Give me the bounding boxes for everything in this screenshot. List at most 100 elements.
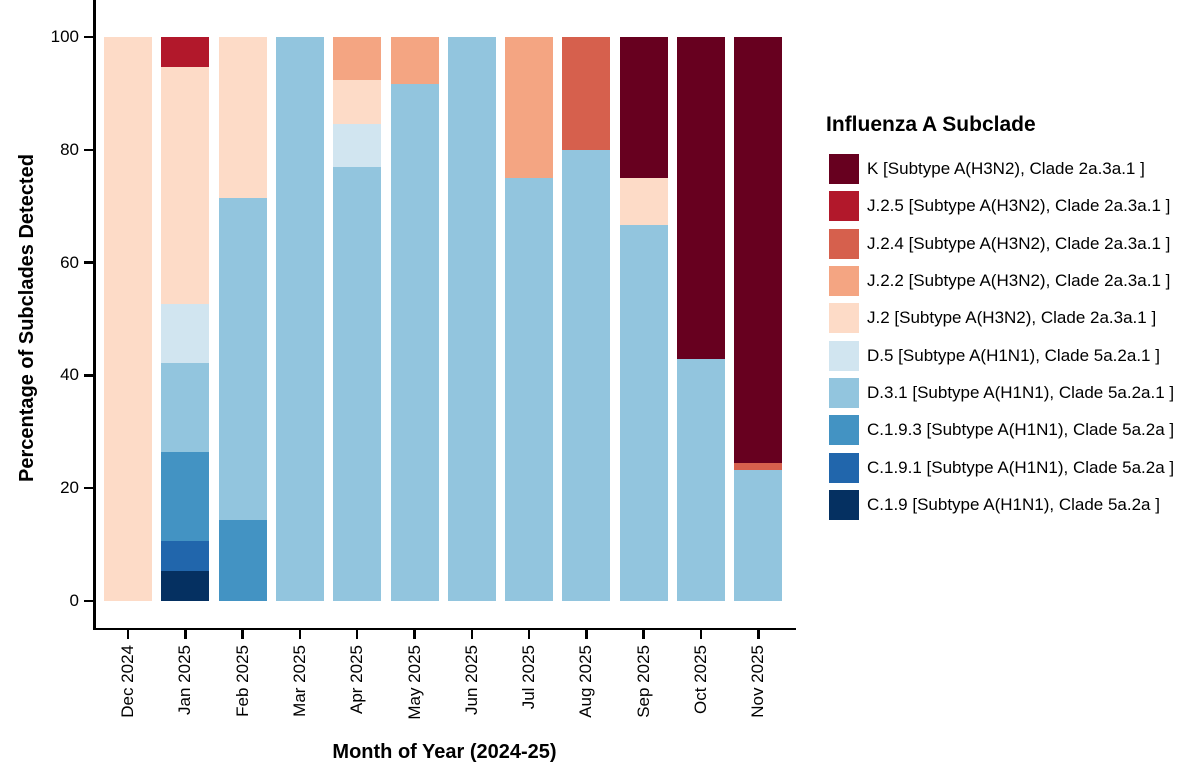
bar-segment-D.3.1: [218, 198, 267, 521]
y-tick-mark: [84, 261, 93, 264]
x-tick-label: Sep 2025: [633, 645, 653, 718]
y-tick-mark: [84, 599, 93, 603]
bar-segment-D.3.1: [161, 363, 210, 453]
x-axis-line: [93, 627, 796, 630]
bar-segment-J.2: [218, 37, 267, 199]
x-axis-title: Month of Year (2024-25): [332, 741, 557, 763]
bar-nov-2025: [734, 37, 783, 601]
legend-swatch-J.2.2: [829, 266, 859, 297]
legend-swatch-D.3.1: [829, 378, 859, 409]
legend-label-J.2.5: J.2.5 [Subtype A(H3N2), Clade 2a.3a.1 ]: [867, 196, 1171, 216]
bar-segment-C.1.9: [161, 571, 210, 601]
bar-jun-2025: [447, 37, 496, 601]
y-tick-mark: [84, 374, 93, 377]
legend-swatch-J.2.5: [829, 191, 859, 222]
y-tick-label: 20: [60, 478, 79, 498]
bar-segment-D.3.1: [447, 37, 496, 601]
bar-segment-D.3.1: [619, 224, 668, 601]
bar-jan-2025: [161, 37, 210, 601]
bar-segment-J.2.2: [505, 37, 554, 178]
legend-swatch-C.1.9.1: [829, 452, 859, 483]
legend-swatch-C.1.9.3: [829, 415, 859, 446]
bar-segment-J.2.2: [333, 37, 382, 81]
y-tick-mark: [84, 486, 93, 490]
bar-segment-D.3.1: [562, 149, 611, 601]
bar-feb-2025: [218, 37, 267, 601]
x-tick-mark: [470, 630, 474, 639]
bar-segment-C.1.9.1: [161, 541, 210, 572]
legend-title: Influenza A Subclade: [826, 113, 1036, 136]
bar-segment-K: [677, 37, 725, 360]
legend-swatch-J.2.4: [829, 228, 859, 259]
legend-label-C.1.9: C.1.9 [Subtype A(H1N1), Clade 5a.2a ]: [867, 495, 1160, 515]
legend-swatch-D.5: [829, 340, 859, 371]
bar-segment-D.3.1: [275, 37, 324, 601]
bar-segment-K: [619, 37, 668, 178]
legend-label-J.2.4: J.2.4 [Subtype A(H3N2), Clade 2a.3a.1 ]: [867, 233, 1171, 253]
x-tick-label: Feb 2025: [232, 645, 252, 717]
x-tick-mark: [126, 630, 130, 639]
bar-segment-J.2.5: [161, 37, 210, 67]
x-tick-label: Aug 2025: [576, 645, 596, 718]
y-axis-line: [93, 0, 96, 630]
legend-label-D.5: D.5 [Subtype A(H1N1), Clade 5a.2a.1 ]: [867, 345, 1160, 365]
bar-jul-2025: [505, 37, 554, 601]
bar-dec-2024: [104, 37, 152, 601]
legend-label-J.2: J.2 [Subtype A(H3N2), Clade 2a.3a.1 ]: [867, 308, 1157, 328]
bar-segment-J.2: [333, 80, 382, 124]
legend-label-C.1.9.1: C.1.9.1 [Subtype A(H1N1), Clade 5a.2a ]: [867, 457, 1175, 477]
y-tick-label: 80: [60, 139, 79, 159]
x-tick-mark: [184, 630, 187, 639]
bar-segment-C.1.9.3: [218, 520, 267, 601]
bar-segment-D.5: [161, 303, 210, 363]
legend-swatch-K: [829, 154, 859, 184]
bar-oct-2025: [677, 37, 725, 601]
x-tick-label: Apr 2025: [347, 645, 367, 714]
x-tick-label: Nov 2025: [748, 645, 768, 718]
x-tick-mark: [757, 630, 760, 639]
legend-swatch-J.2: [829, 303, 859, 334]
y-tick-label: 40: [60, 365, 79, 385]
x-tick-label: Oct 2025: [691, 645, 710, 714]
bar-segment-D.3.1: [677, 359, 725, 601]
bar-apr-2025: [333, 37, 382, 601]
legend-label-K: K [Subtype A(H3N2), Clade 2a.3a.1 ]: [867, 159, 1145, 178]
bar-segment-J.2.2: [390, 37, 439, 84]
x-tick-label: May 2025: [404, 645, 424, 720]
y-tick-label: 60: [60, 252, 79, 272]
x-tick-label: Jun 2025: [461, 645, 481, 715]
x-tick-mark: [585, 630, 588, 639]
bar-segment-D.3.1: [505, 178, 554, 601]
bar-sep-2025: [619, 37, 668, 601]
x-tick-label: Dec 2024: [118, 645, 137, 718]
bar-mar-2025: [275, 37, 324, 601]
x-tick-mark: [355, 630, 359, 639]
x-tick-mark: [413, 630, 416, 639]
x-tick-label: Mar 2025: [289, 645, 309, 717]
bar-segment-J.2: [161, 66, 210, 304]
y-tick-label: 0: [69, 591, 79, 610]
bar-segment-D.3.1: [734, 469, 783, 601]
legend-label-J.2.2: J.2.2 [Subtype A(H3N2), Clade 2a.3a.1 ]: [867, 271, 1171, 291]
legend-label-D.3.1: D.3.1 [Subtype A(H1N1), Clade 5a.2a.1 ]: [867, 383, 1175, 403]
x-tick-mark: [298, 630, 302, 639]
x-tick-label: Jul 2025: [519, 645, 539, 710]
bar-segment-J.2: [619, 178, 668, 225]
x-tick-mark: [699, 630, 703, 639]
x-tick-mark: [642, 630, 645, 639]
bar-may-2025: [390, 37, 439, 601]
bar-aug-2025: [562, 37, 611, 601]
bar-segment-D.3.1: [333, 167, 382, 601]
bar-segment-K: [734, 37, 783, 463]
bar-segment-J.2.4: [734, 462, 783, 470]
y-tick-mark: [84, 35, 93, 39]
x-tick-mark: [241, 630, 244, 639]
y-tick-mark: [84, 148, 93, 152]
legend-label-C.1.9.3: C.1.9.3 [Subtype A(H1N1), Clade 5a.2a ]: [867, 420, 1175, 440]
bar-segment-C.1.9.3: [161, 452, 210, 542]
x-tick-label: Jan 2025: [175, 645, 195, 715]
bar-segment-J.2.4: [562, 37, 611, 150]
x-tick-mark: [527, 630, 531, 639]
bar-segment-D.3.1: [390, 83, 439, 601]
